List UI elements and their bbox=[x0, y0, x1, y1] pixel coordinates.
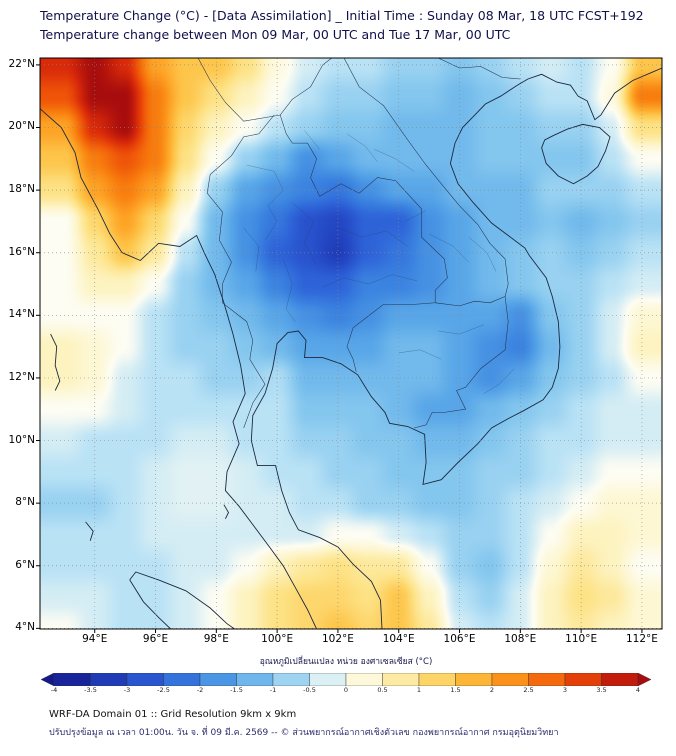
province-border bbox=[438, 324, 484, 335]
footer-update-info: ปรับปรุงข้อมูล ณ เวลา 01:00น. วัน จ. ที่… bbox=[49, 728, 559, 738]
y-tick-label: 22°N bbox=[8, 57, 35, 70]
province-border bbox=[398, 349, 442, 360]
province-border bbox=[483, 368, 515, 394]
colorbar-tick-label: 4 bbox=[635, 686, 641, 694]
y-tick-label: 10°N bbox=[8, 433, 35, 446]
coastline bbox=[50, 333, 61, 391]
province-border bbox=[283, 258, 296, 322]
coastline bbox=[541, 123, 611, 185]
map-overlay bbox=[36, 57, 663, 633]
colorbar-segment bbox=[382, 672, 420, 687]
y-tick-label: 14°N bbox=[8, 308, 35, 321]
colorbar-segment bbox=[53, 672, 91, 687]
coastline bbox=[129, 571, 235, 629]
x-tick-label: 100°E bbox=[261, 633, 294, 645]
figure-title: Temperature Change (°C) - [Data Assimila… bbox=[40, 8, 644, 23]
province-border bbox=[243, 227, 260, 272]
x-tick-label: 94°E bbox=[82, 633, 108, 645]
x-tick-label: 106°E bbox=[443, 633, 476, 645]
x-tick-label: 102°E bbox=[321, 633, 354, 645]
y-tick-label: 16°N bbox=[8, 245, 35, 258]
colorbar-segment bbox=[163, 672, 201, 687]
colorbar-tick-label: 3.5 bbox=[596, 686, 607, 694]
colorbar-tick-label: -4 bbox=[50, 686, 58, 694]
province-border bbox=[304, 130, 320, 150]
colorbar-left-arrow bbox=[40, 672, 55, 687]
colorbar-tick-label: 0.5 bbox=[377, 686, 388, 694]
y-tick-label: 20°N bbox=[8, 120, 35, 133]
y-tick-label: 18°N bbox=[8, 183, 35, 196]
province-border bbox=[374, 149, 415, 172]
colorbar-tick-label: -2 bbox=[196, 686, 204, 694]
colorbar-segment bbox=[418, 672, 456, 687]
country-border bbox=[279, 58, 332, 116]
colorbar-segment bbox=[345, 672, 383, 687]
figure-subtitle: Temperature change between Mon 09 Mar, 0… bbox=[40, 27, 511, 42]
colorbar-segment bbox=[199, 672, 237, 687]
x-tick-label: 98°E bbox=[203, 633, 229, 645]
province-border bbox=[346, 133, 378, 163]
x-tick-label: 110°E bbox=[565, 633, 598, 645]
country-border bbox=[438, 58, 521, 80]
colorbar-segment bbox=[491, 672, 529, 687]
country-border bbox=[413, 296, 509, 429]
colorbar-segment bbox=[272, 672, 310, 687]
colorbar-gradient bbox=[40, 672, 652, 687]
province-border bbox=[337, 227, 408, 247]
x-tick-label: 104°E bbox=[382, 633, 415, 645]
province-border bbox=[246, 164, 284, 241]
country-border bbox=[343, 58, 509, 297]
y-tick-label: 6°N bbox=[15, 558, 35, 571]
colorbar-segment bbox=[309, 672, 347, 687]
colorbar-segment bbox=[564, 672, 602, 687]
colorbar-segment bbox=[236, 672, 274, 687]
coastline bbox=[250, 67, 662, 629]
coastline bbox=[40, 108, 318, 629]
colorbar-right-arrow bbox=[637, 672, 652, 687]
plot-frame bbox=[39, 57, 663, 630]
province-border bbox=[322, 274, 418, 288]
colorbar-tick-label: -3.5 bbox=[84, 686, 97, 694]
map-plot-area bbox=[36, 57, 663, 633]
colorbar-tick-label: 1 bbox=[416, 686, 422, 694]
y-tick-label: 12°N bbox=[8, 370, 35, 383]
province-border bbox=[404, 210, 427, 222]
province-border bbox=[429, 233, 469, 263]
colorbar-tick-label: -1.5 bbox=[230, 686, 243, 694]
colorbar-tick-label: -1 bbox=[269, 686, 277, 694]
coastline bbox=[129, 579, 172, 629]
colorbar-tick-label: 2.5 bbox=[523, 686, 534, 694]
colorbar-tick-label: -0.5 bbox=[303, 686, 316, 694]
footer-domain-info: WRF-DA Domain 01 :: Grid Resolution 9km … bbox=[49, 709, 297, 720]
colorbar-segment bbox=[126, 672, 164, 687]
coastline bbox=[85, 521, 94, 541]
country-border bbox=[197, 58, 448, 372]
geography-lines bbox=[40, 58, 662, 629]
country-border bbox=[206, 114, 275, 429]
x-tick-label: 96°E bbox=[142, 633, 169, 645]
colorbar-label: อุณหภูมิเปลี่ยนแปลง หน่วย องศาเซลเซียส (… bbox=[259, 657, 433, 667]
colorbar-segment bbox=[455, 672, 493, 687]
colorbar-segment bbox=[528, 672, 566, 687]
coastline bbox=[223, 504, 230, 519]
colorbar-tick-label: 2 bbox=[489, 686, 495, 694]
province-border bbox=[468, 236, 497, 272]
province-border bbox=[292, 202, 317, 266]
colorbar-tick-label: 0 bbox=[343, 686, 349, 694]
colorbar-tick-label: 1.5 bbox=[450, 686, 461, 694]
colorbar: -4 -3.5 -3 -2.5 -2 -1.5 -1 -0.5 0 0.5 1 1.5 2 2.5 3 3.5… bbox=[40, 671, 652, 697]
y-tick-label: 8°N bbox=[15, 496, 35, 509]
x-tick-label: 112°E bbox=[625, 633, 658, 645]
colorbar-tick-label: 3 bbox=[562, 686, 568, 694]
country-border bbox=[435, 296, 506, 307]
colorbar-tick-label: -3 bbox=[123, 686, 131, 694]
colorbar-segment bbox=[90, 672, 128, 687]
y-tick-label: 4°N bbox=[15, 621, 35, 634]
colorbar-tick-label: -2.5 bbox=[157, 686, 170, 694]
temperature-heatmap bbox=[40, 58, 662, 629]
x-tick-label: 108°E bbox=[504, 633, 537, 645]
colorbar-segment bbox=[601, 672, 639, 687]
